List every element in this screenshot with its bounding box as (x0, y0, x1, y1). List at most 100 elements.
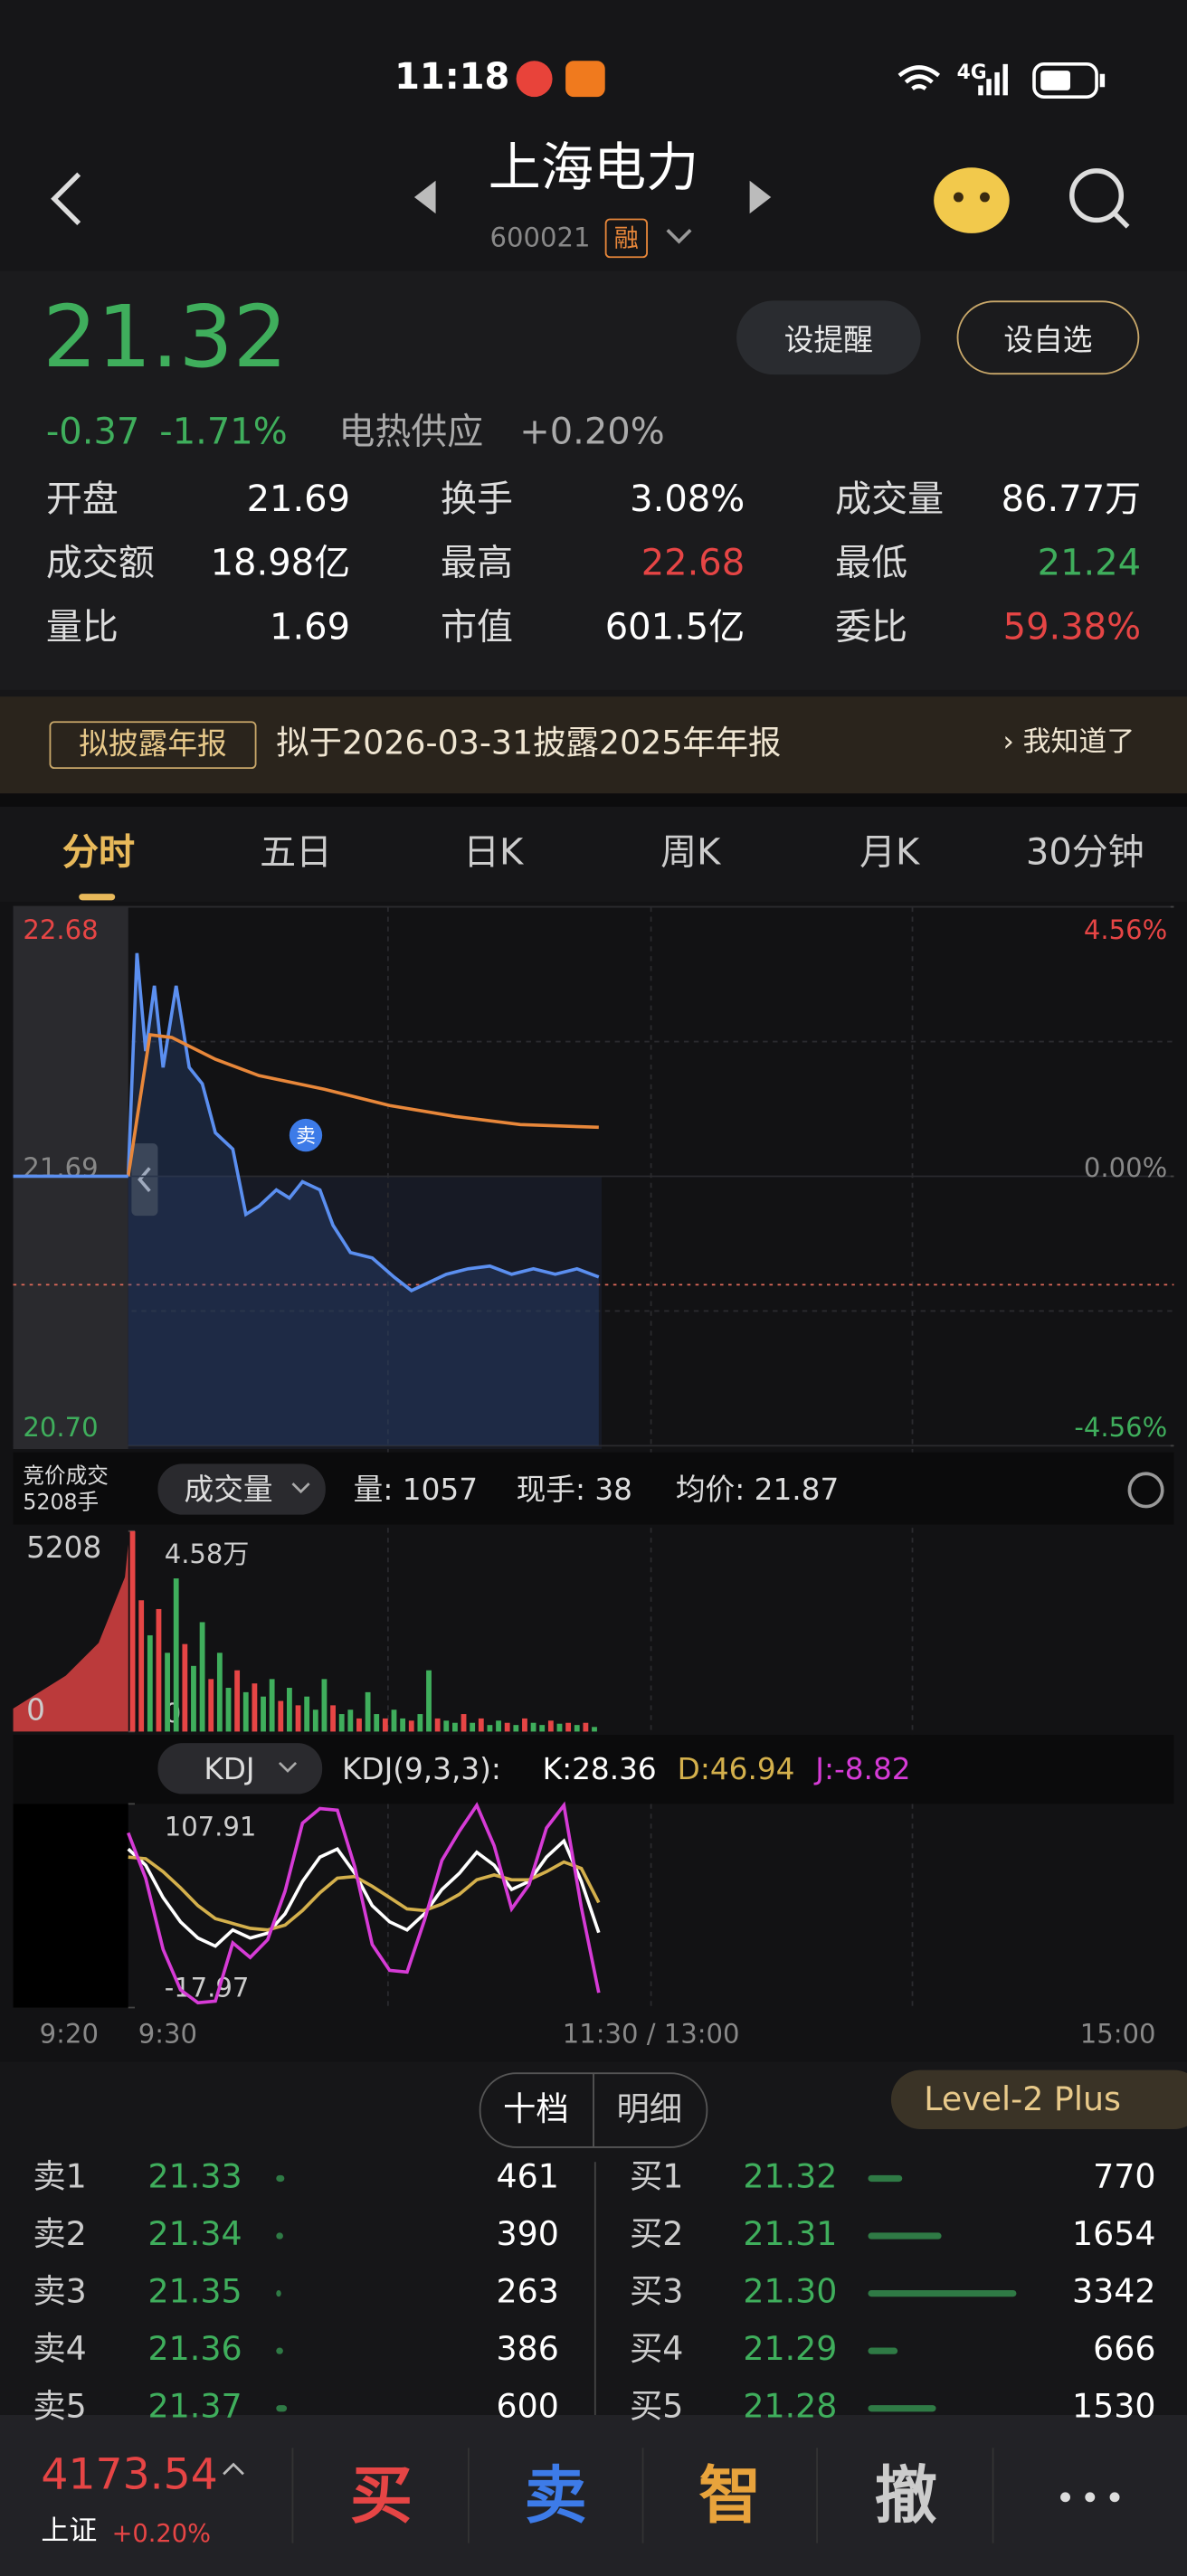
volume-bar (129, 1530, 136, 1732)
volume-bar (583, 1722, 589, 1732)
notice-action-label: 我知道了 (1022, 725, 1135, 760)
volume-bar (487, 1725, 493, 1732)
divider (0, 793, 1187, 807)
book-level: 卖5 (33, 2387, 86, 2426)
alert-label: 设提醒 (783, 322, 873, 358)
volume-bar (147, 1634, 153, 1732)
volume-bar (216, 1653, 223, 1732)
book-bar (276, 2347, 283, 2354)
y2-tick-label: 4.56% (1084, 914, 1167, 945)
action-button[interactable]: 卖 (524, 2459, 587, 2532)
volume-bar (547, 1720, 554, 1732)
volume-bar (173, 1578, 179, 1732)
book-level: 卖2 (33, 2214, 86, 2253)
book-bar (868, 2289, 1017, 2297)
status-icons (897, 62, 1106, 99)
stat-label: 最低 (835, 544, 908, 585)
book-level: 卖4 (33, 2329, 86, 2368)
auction-tick-label: 0 (26, 1693, 45, 1728)
notice-action[interactable]: › 我知道了 (1002, 725, 1135, 760)
book-level: 卖1 (33, 2156, 86, 2195)
watch-button[interactable]: 设自选 (956, 300, 1140, 375)
chart-tab[interactable]: 分时 (62, 832, 136, 875)
notice-text: 拟于2026-03-31披露2025年年报 (276, 723, 782, 762)
next-stock[interactable] (749, 180, 772, 214)
stat-value: 3.08% (630, 479, 745, 521)
prev-stock[interactable] (413, 180, 436, 214)
stat-value: 21.24 (1037, 544, 1142, 585)
volume-bar (234, 1670, 241, 1732)
chart-tab[interactable]: 日K (463, 832, 524, 875)
y-tick-label: 20.70 (23, 1412, 98, 1443)
x-tick-label: 11:30 / 13:00 (563, 2018, 740, 2049)
index-name: 上证 (41, 2514, 98, 2549)
book-volume: 461 (496, 2156, 558, 2195)
action-button[interactable]: 智 (698, 2459, 762, 2532)
stat-value: 21.69 (246, 479, 351, 521)
kdj-tick-label: -17.97 (165, 1973, 250, 2003)
avg-price: 均价: 21.87 (676, 1473, 839, 1507)
volume-bar (391, 1709, 397, 1732)
volume-bar (338, 1714, 345, 1732)
back-button[interactable] (51, 172, 81, 225)
book-tab: 明细 (616, 2089, 682, 2128)
volume-bar (539, 1725, 546, 1732)
watch-label: 设自选 (1003, 322, 1093, 358)
settings-button[interactable] (1127, 1472, 1164, 1509)
book-bar (276, 2174, 285, 2183)
volume-bar (408, 1720, 414, 1732)
volume-bar (592, 1727, 597, 1732)
book-volume: 390 (496, 2214, 558, 2253)
volume-bar (191, 1665, 196, 1732)
notice-tag: 拟披露年报 (49, 721, 257, 770)
price-line (126, 952, 600, 1293)
stat-value: 601.5亿 (604, 608, 745, 649)
chart-tab[interactable]: 30分钟 (1025, 832, 1144, 875)
search-button[interactable] (1069, 168, 1125, 223)
volume-bar (522, 1718, 527, 1732)
chart-tab[interactable]: 月K (859, 832, 920, 875)
volume-bar (278, 1700, 284, 1732)
book-bar (276, 2289, 281, 2297)
book-volume: 770 (1093, 2156, 1155, 2195)
volume-bar (347, 1709, 354, 1732)
x-tick-label: 9:20 (40, 2018, 99, 2049)
volume-bar (565, 1722, 572, 1732)
y-tick-label: 21.69 (23, 1152, 98, 1183)
action-button[interactable]: 撤 (874, 2459, 937, 2532)
book-level: 买4 (630, 2329, 683, 2368)
volume-selector-label: 成交量 (185, 1473, 273, 1507)
chart-tab[interactable]: 五日 (260, 832, 333, 875)
book-price: 21.34 (148, 2214, 242, 2253)
sector[interactable]: 电热供应 (338, 412, 484, 454)
chart-tab[interactable]: 周K (660, 832, 721, 875)
volume-bar (182, 1643, 188, 1732)
alert-button[interactable]: 设提醒 (736, 300, 921, 375)
mascot[interactable] (934, 167, 1010, 233)
sell-marker: 卖 (296, 1125, 316, 1148)
volume-selector[interactable] (157, 1463, 326, 1515)
nav-icons (51, 167, 1130, 244)
y2-tick-label: 0.00% (1084, 1152, 1167, 1183)
kdj-selector[interactable] (157, 1743, 323, 1795)
level2-button: Level-2 Plus (924, 2079, 1121, 2118)
volume-bar (165, 1653, 170, 1732)
book-price: 21.29 (743, 2329, 837, 2368)
volume-bar (287, 1688, 292, 1732)
margin-badge: 融 (604, 218, 648, 259)
action-button[interactable]: 买 (350, 2459, 413, 2532)
k-value: K:28.36 (543, 1752, 657, 1786)
stat-label: 成交额 (45, 544, 155, 585)
volume-bar (252, 1683, 258, 1732)
stat-label: 换手 (441, 479, 513, 521)
auction-volume: 5208手 (23, 1489, 99, 1514)
book-level: 买2 (630, 2214, 683, 2253)
stat-label: 最高 (441, 544, 513, 585)
volume-bar (330, 1705, 336, 1732)
volume-bar (356, 1718, 362, 1732)
book-price: 21.33 (148, 2156, 242, 2195)
stat-value: 22.68 (641, 544, 745, 585)
volume-bar (365, 1691, 371, 1732)
tab-indicator (79, 894, 116, 901)
